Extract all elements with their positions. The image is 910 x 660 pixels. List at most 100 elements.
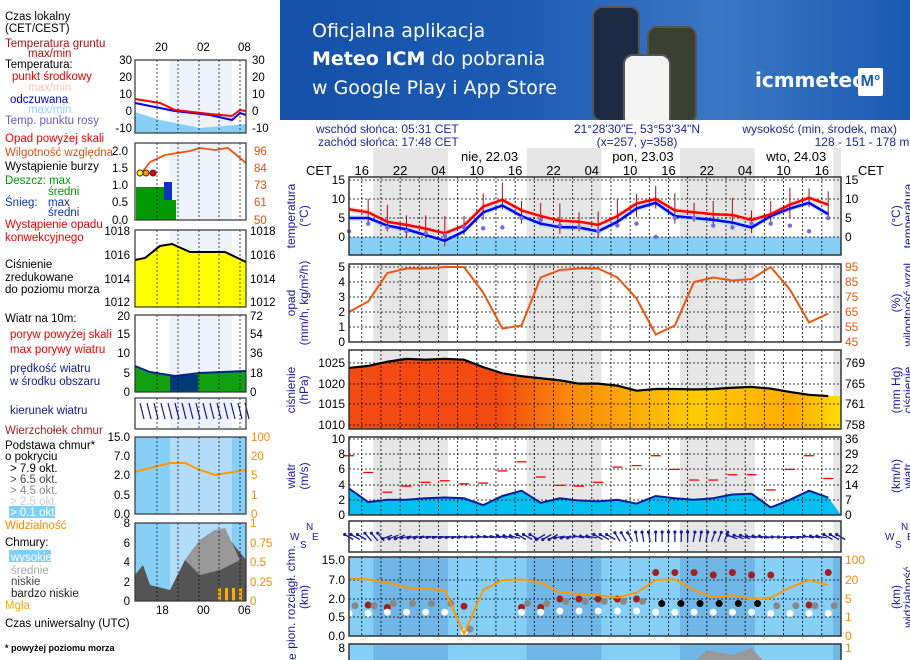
storm-marker (149, 169, 157, 177)
night-band (526, 644, 602, 660)
axis-tick-label: 7.0 (328, 573, 345, 587)
wind-arrow-head (355, 532, 360, 537)
axis-tick-label: 8 (338, 447, 345, 461)
axis-label: 30 (252, 55, 265, 67)
legend-high-clouds: wysokie (10, 552, 52, 564)
night-band-header (833, 148, 841, 178)
wind-arrow (223, 402, 229, 420)
axis-label: 6 (124, 538, 130, 550)
cloud-base-dot (754, 600, 762, 608)
date-label: pon, 23.03 (612, 149, 673, 164)
legend-local-time: Czas lokalny (5, 11, 70, 23)
panel-frame (348, 349, 842, 430)
dew-point-dot (557, 223, 563, 228)
cloud-base-dot (389, 600, 397, 608)
hour-label: 22 (700, 163, 714, 178)
legend-visibility: Widzialność (5, 520, 67, 532)
wind-arrow (202, 402, 208, 420)
app-promo-banner[interactable]: Oficjalna aplikacja Meteo ICM do pobrani… (280, 0, 910, 120)
night-band (679, 264, 755, 342)
wind-arrow (740, 534, 751, 540)
dew-point-dot (595, 229, 601, 234)
wind-arrow (497, 535, 508, 539)
axis-label: 61 (254, 197, 267, 209)
axis-label: 36 (250, 348, 263, 360)
legend-temp-chart (134, 59, 247, 134)
wind-arrow (692, 531, 696, 543)
wind-arrow-head (528, 532, 532, 537)
wind-arrow-head (572, 534, 576, 538)
legend-okt-79: > 7.9 okt. (10, 463, 58, 475)
axis-title-partial: e (285, 653, 299, 660)
cloud-base-dot (466, 625, 474, 633)
axis-label: 84 (254, 163, 267, 175)
dew-point-dot (385, 225, 390, 230)
cloud-top-dot (460, 602, 468, 610)
storm-marker (142, 169, 150, 177)
axis-tick-label: 0 (338, 335, 345, 349)
axis-label: 0 (252, 106, 258, 118)
panel-frame (348, 556, 842, 637)
legend-convective: Wystąpienie opadu (5, 219, 103, 231)
legend-utc: Czas uniwersalny (UTC) (5, 618, 130, 630)
dew-point-dot (500, 225, 505, 230)
storm-marker (136, 169, 144, 177)
axis-label: 1012 (104, 297, 130, 309)
cloud-top-dot (671, 569, 679, 576)
axis-tick-label: 75 (845, 290, 859, 304)
wind-arrow (401, 535, 412, 539)
wind-arrow-head (726, 530, 730, 534)
dew-point-dot (461, 225, 467, 230)
legend-gust-max: max porywy wiatru (10, 344, 105, 356)
hour-label: 04 (585, 163, 599, 178)
dew-point-dot (576, 225, 582, 230)
axis-label: 54 (250, 329, 263, 341)
axis-tick-label: 5 (338, 211, 345, 225)
axis-label: 10 (252, 89, 265, 101)
wind-arrow (823, 533, 833, 541)
pressure-area (135, 244, 246, 307)
night-band-header (526, 148, 602, 178)
legend-humidity: Wilgotność względna (5, 147, 114, 159)
axis-title-text: widzialność (901, 566, 910, 628)
axis-label: 15 (117, 329, 130, 341)
precip-panel (348, 263, 842, 343)
wind-direction-panel (343, 520, 846, 553)
legend-precip-chart (134, 142, 247, 221)
axis-tick-label: 1 (845, 641, 852, 655)
axis-label: 18 (250, 368, 263, 380)
night-band (170, 437, 232, 514)
axis-label: 0 (251, 509, 257, 521)
wind-arrow (593, 533, 603, 541)
axis-title-text: wilgotność wzgl. (901, 260, 910, 348)
cloud-base-dot (619, 597, 627, 605)
axis-title-text: pion. rozciągł. chm. (284, 545, 298, 648)
axis-tick-label: 36 (845, 432, 859, 446)
cloud-base-dot (351, 602, 359, 610)
wind-arrow (710, 532, 716, 542)
cloud-base-dot (734, 600, 742, 608)
fog-bar (232, 588, 235, 601)
axis-label: 0.5 (114, 490, 130, 502)
night-band (833, 557, 841, 636)
wind-arrow-head (343, 532, 347, 537)
dew-point-dot (768, 221, 773, 226)
axis-tick-label: 14 (845, 478, 859, 492)
dew-point-dot (806, 229, 812, 234)
axis-label: 4 (124, 557, 131, 569)
cloud-base-dot (824, 609, 832, 617)
wind-arrow-head (541, 537, 545, 542)
wind-speed-line (348, 487, 829, 509)
dew-point-dot (653, 234, 658, 240)
wind-arrow-head (706, 530, 710, 534)
wind-arrow (357, 533, 367, 541)
cloud-top-dot (575, 595, 583, 603)
wind-arrow (542, 533, 552, 541)
humidity-line (348, 265, 829, 336)
wind-arrow-head (699, 530, 703, 534)
legend: Czas lokalny (CET/CEST) 20 02 08 Tempera… (5, 11, 276, 653)
wind-arrow (407, 535, 418, 539)
panel-frame (134, 436, 247, 515)
wind-arrow-head (626, 531, 630, 535)
legend-pressure-chart (134, 229, 247, 308)
